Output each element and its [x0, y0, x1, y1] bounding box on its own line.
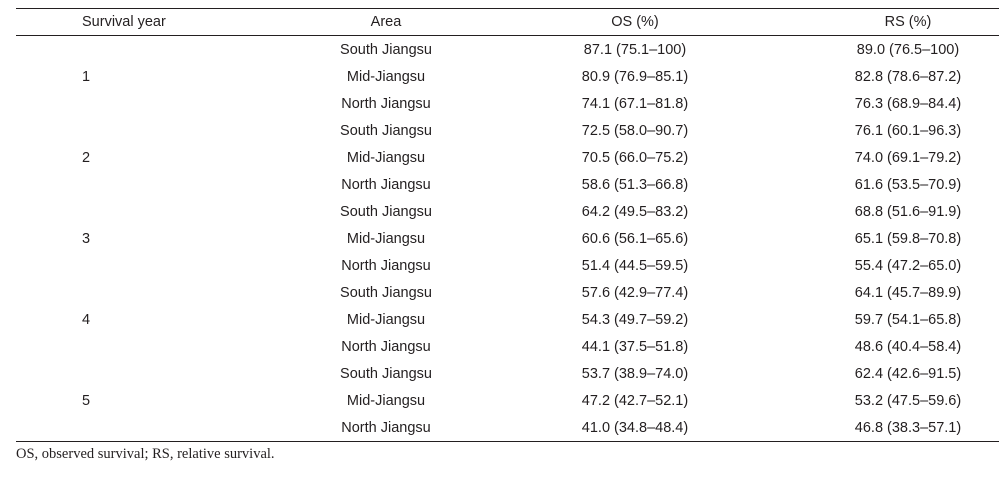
- header-survival-year: Survival year: [82, 14, 166, 30]
- table-row: South Jiangsu 87.1 (75.1–100) 89.0 (76.5–1…: [16, 36, 999, 64]
- table-row: North Jiangsu 74.1 (67.1–81.8) 76.3 (68.9–…: [16, 90, 999, 117]
- table-row: 3 Mid-Jiangsu 60.6 (56.1–65.6) 65.1 (59.8–7…: [16, 225, 999, 252]
- cell-rs: 89.0 (76.5–100): [856, 41, 960, 58]
- cell-survival-year: [16, 117, 272, 144]
- cell-rs: 53.2 (47.5–59.6): [854, 392, 962, 409]
- cell-rs: 61.6 (53.5–70.9): [854, 176, 962, 193]
- cell-area: North Jiangsu: [341, 419, 431, 436]
- cell-area: South Jiangsu: [340, 284, 432, 301]
- cell-os: 57.6 (42.9–77.4): [581, 284, 689, 301]
- cell-area: North Jiangsu: [341, 257, 431, 274]
- cell-survival-year: [16, 198, 272, 225]
- cell-survival-year: [16, 252, 272, 279]
- cell-rs: 48.6 (40.4–58.4): [854, 338, 962, 355]
- cell-os: 60.6 (56.1–65.6): [581, 230, 689, 247]
- cell-os: 53.7 (38.9–74.0): [581, 365, 689, 382]
- table-row: South Jiangsu 53.7 (38.9–74.0) 62.4 (42.6–…: [16, 360, 999, 387]
- cell-area: Mid-Jiangsu: [346, 149, 426, 166]
- header-rs: RS (%): [884, 14, 932, 30]
- cell-os: 72.5 (58.0–90.7): [581, 122, 689, 139]
- header-area: Area: [370, 14, 402, 30]
- table-row: North Jiangsu 58.6 (51.3–66.8) 61.6 (53.5–…: [16, 171, 999, 198]
- cell-os: 64.2 (49.5–83.2): [581, 203, 689, 220]
- cell-area: North Jiangsu: [341, 95, 431, 112]
- cell-os: 70.5 (66.0–75.2): [581, 149, 689, 166]
- table-row: South Jiangsu 64.2 (49.5–83.2) 68.8 (51.6–…: [16, 198, 999, 225]
- table-row: North Jiangsu 41.0 (34.8–48.4) 46.8 (38.3–…: [16, 414, 999, 442]
- table-row: South Jiangsu 72.5 (58.0–90.7) 76.1 (60.1–…: [16, 117, 999, 144]
- table-footnote: OS, observed survival; RS, relative surv…: [16, 446, 275, 462]
- cell-rs: 55.4 (47.2–65.0): [854, 257, 962, 274]
- table-body: South Jiangsu 87.1 (75.1–100) 89.0 (76.5–1…: [16, 36, 999, 442]
- cell-survival-year: [16, 36, 272, 64]
- cell-survival-year: 4: [82, 311, 91, 328]
- cell-survival-year: [16, 333, 272, 360]
- cell-area: South Jiangsu: [340, 41, 432, 58]
- cell-rs: 74.0 (69.1–79.2): [854, 149, 962, 166]
- table-row: 2 Mid-Jiangsu 70.5 (66.0–75.2) 74.0 (69.1–7…: [16, 144, 999, 171]
- cell-survival-year: 5: [82, 392, 91, 409]
- table-header-row: Survival year Area OS (%) RS (%): [16, 8, 999, 36]
- table-row: 5 Mid-Jiangsu 47.2 (42.7–52.1) 53.2 (47.5–5…: [16, 387, 999, 414]
- header-os: OS (%): [611, 14, 659, 30]
- cell-os: 80.9 (76.9–85.1): [581, 68, 689, 85]
- cell-os: 51.4 (44.5–59.5): [581, 257, 689, 274]
- cell-os: 58.6 (51.3–66.8): [581, 176, 689, 193]
- cell-rs: 46.8 (38.3–57.1): [854, 419, 962, 436]
- table-row: North Jiangsu 44.1 (37.5–51.8) 48.6 (40.4–…: [16, 333, 999, 360]
- cell-os: 54.3 (49.7–59.2): [581, 311, 689, 328]
- cell-rs: 76.1 (60.1–96.3): [854, 122, 962, 139]
- cell-survival-year: 2: [82, 149, 91, 166]
- table-row: South Jiangsu 57.6 (42.9–77.4) 64.1 (45.7–…: [16, 279, 999, 306]
- cell-os: 74.1 (67.1–81.8): [581, 95, 689, 112]
- cell-rs: 62.4 (42.6–91.5): [854, 365, 962, 382]
- cell-survival-year: 3: [82, 230, 91, 247]
- table-row: North Jiangsu 51.4 (44.5–59.5) 55.4 (47.2–…: [16, 252, 999, 279]
- cell-rs: 64.1 (45.7–89.9): [854, 284, 962, 301]
- cell-rs: 82.8 (78.6–87.2): [854, 68, 962, 85]
- cell-area: Mid-Jiangsu: [346, 68, 426, 85]
- cell-area: Mid-Jiangsu: [346, 311, 426, 328]
- table-row: 1 Mid-Jiangsu 80.9 (76.9–85.1) 82.8 (78.6–8…: [16, 63, 999, 90]
- cell-survival-year: [16, 360, 272, 387]
- cell-area: South Jiangsu: [340, 365, 432, 382]
- cell-rs: 65.1 (59.8–70.8): [854, 230, 962, 247]
- cell-area: North Jiangsu: [341, 338, 431, 355]
- cell-area: South Jiangsu: [340, 203, 432, 220]
- survival-table: Survival year Area OS (%) RS (%) South J…: [16, 8, 999, 442]
- cell-os: 41.0 (34.8–48.4): [581, 419, 689, 436]
- cell-survival-year: [16, 171, 272, 198]
- cell-os: 44.1 (37.5–51.8): [581, 338, 689, 355]
- cell-survival-year: [16, 90, 272, 117]
- cell-survival-year: [16, 414, 272, 442]
- cell-area: South Jiangsu: [340, 122, 432, 139]
- cell-rs: 59.7 (54.1–65.8): [854, 311, 962, 328]
- cell-area: North Jiangsu: [341, 176, 431, 193]
- cell-survival-year: [16, 279, 272, 306]
- cell-survival-year: 1: [82, 68, 91, 85]
- cell-rs: 68.8 (51.6–91.9): [854, 203, 962, 220]
- cell-os: 47.2 (42.7–52.1): [581, 392, 689, 409]
- cell-os: 87.1 (75.1–100): [583, 41, 687, 58]
- cell-area: Mid-Jiangsu: [346, 230, 426, 247]
- table-row: 4 Mid-Jiangsu 54.3 (49.7–59.2) 59.7 (54.1–6…: [16, 306, 999, 333]
- cell-area: Mid-Jiangsu: [346, 392, 426, 409]
- survival-table-container: Survival year Area OS (%) RS (%) South J…: [16, 8, 999, 442]
- cell-rs: 76.3 (68.9–84.4): [854, 95, 962, 112]
